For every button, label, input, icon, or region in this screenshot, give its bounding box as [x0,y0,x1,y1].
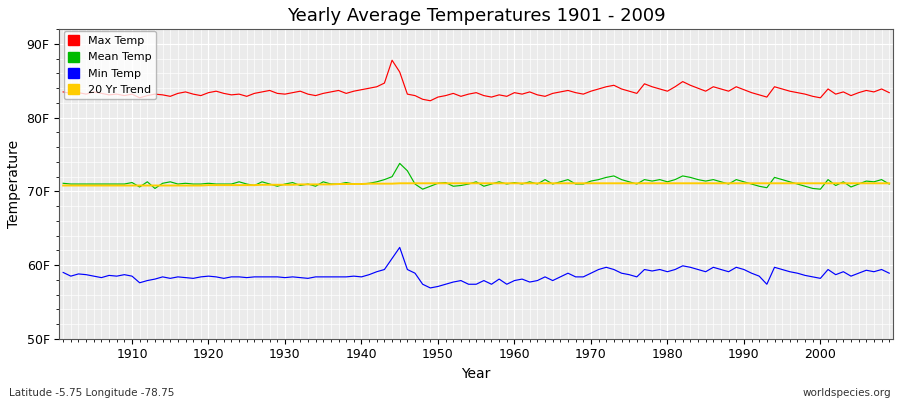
Legend: Max Temp, Mean Temp, Min Temp, 20 Yr Trend: Max Temp, Mean Temp, Min Temp, 20 Yr Tre… [64,31,156,100]
X-axis label: Year: Year [462,367,490,381]
Text: worldspecies.org: worldspecies.org [803,388,891,398]
Y-axis label: Temperature: Temperature [7,140,21,228]
Text: Latitude -5.75 Longitude -78.75: Latitude -5.75 Longitude -78.75 [9,388,175,398]
Title: Yearly Average Temperatures 1901 - 2009: Yearly Average Temperatures 1901 - 2009 [287,7,665,25]
